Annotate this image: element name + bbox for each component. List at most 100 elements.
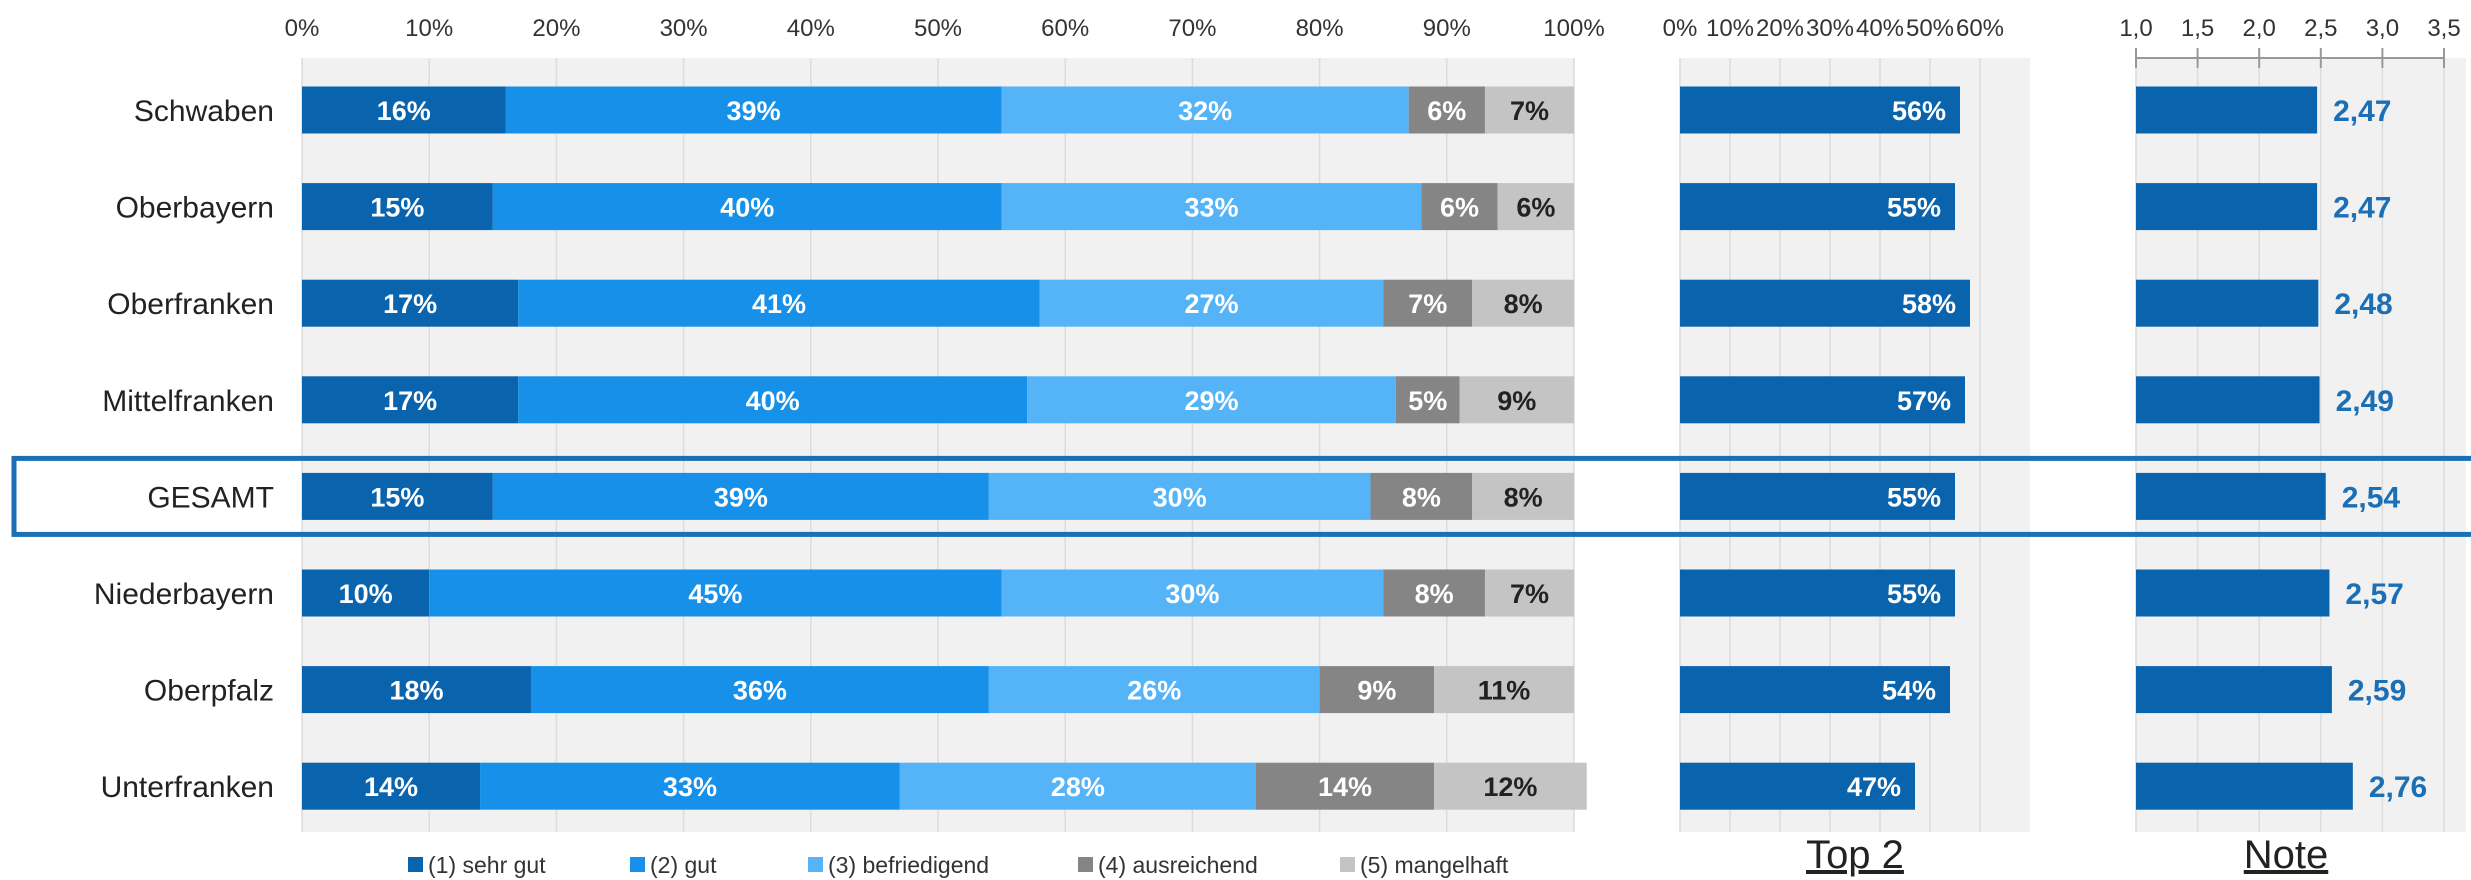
stacked-segment-label: 40% — [746, 386, 800, 416]
stacked-bar-panel: 0% 10% 20% 30% 40% 50% 60% 70% 80% 90% 100% 16% 39% 3… — [285, 15, 1605, 832]
top2-bar-label: 57% — [1897, 386, 1951, 416]
stacked-segment-label: 6% — [1516, 193, 1555, 223]
top2-x-tick-label: 40% — [1856, 15, 1904, 42]
stacked-segment-label: 18% — [389, 676, 443, 706]
row-category-label: Unterfranken — [101, 771, 274, 804]
note-bar — [2136, 473, 2326, 520]
note-x-tick-label: 1,5 — [2181, 15, 2214, 42]
stacked-segment-label: 5% — [1408, 386, 1447, 416]
stacked-segment-label: 28% — [1051, 772, 1105, 802]
stacked-segment-label: 33% — [663, 772, 717, 802]
stacked-segment-label: 15% — [370, 193, 424, 223]
note-bar-label: 2,48 — [2334, 288, 2392, 321]
stacked-segment-label: 9% — [1497, 386, 1536, 416]
stacked-segment-label: 7% — [1408, 289, 1447, 319]
stacked-x-tick-label: 0% — [285, 15, 320, 42]
stacked-segment-label: 36% — [733, 676, 787, 706]
top2-bar-label: 55% — [1887, 482, 1941, 512]
legend-swatch — [408, 857, 423, 872]
note-bar — [2136, 666, 2332, 713]
note-bar — [2136, 570, 2329, 617]
stacked-segment-label: 14% — [1318, 772, 1372, 802]
legend-swatch — [1078, 857, 1093, 872]
stacked-segment-label: 27% — [1184, 289, 1238, 319]
row-category-label: Schwaben — [134, 95, 274, 128]
row-category-label: Niederbayern — [94, 578, 274, 611]
top2-x-tick-label: 20% — [1756, 15, 1804, 42]
top2-plot-area — [1680, 58, 2030, 832]
top2-panel: 0% 10% 20% 30% 40% 50% 60%56%55%58%57%55%55%54… — [1663, 15, 2030, 832]
top2-x-tick-label: 60% — [1956, 15, 2004, 42]
stacked-segment-label: 17% — [383, 386, 437, 416]
stacked-segment-label: 7% — [1510, 579, 1549, 609]
top2-x-tick-label: 30% — [1806, 15, 1854, 42]
row-category-label: Mittelfranken — [102, 385, 274, 418]
row-category-label: Oberpfalz — [144, 675, 274, 708]
note-bar-label: 2,47 — [2333, 192, 2391, 225]
stacked-x-tick-label: 50% — [914, 15, 962, 42]
top2-bar-label: 47% — [1847, 772, 1901, 802]
top2-bar-label: 58% — [1902, 289, 1956, 319]
top2-bar-label: 55% — [1887, 579, 1941, 609]
stacked-segment-label: 8% — [1402, 482, 1441, 512]
stacked-segment-label: 8% — [1415, 579, 1454, 609]
stacked-segment-label: 30% — [1165, 579, 1219, 609]
note-plot-area — [2136, 58, 2466, 832]
top2-x-tick-label: 0% — [1663, 15, 1698, 42]
note-bar-label: 2,76 — [2369, 771, 2427, 804]
stacked-segment-label: 15% — [370, 482, 424, 512]
legend-label: (2) gut — [650, 852, 717, 878]
stacked-segment-label: 12% — [1483, 772, 1537, 802]
note-bar-label: 2,49 — [2336, 385, 2394, 418]
stacked-x-tick-label: 80% — [1296, 15, 1344, 42]
note-bar — [2136, 87, 2317, 134]
stacked-segment-label: 30% — [1153, 482, 1207, 512]
stacked-segment-label: 45% — [688, 579, 742, 609]
note-panel: 1,0 1,5 2,0 2,5 3,0 3,52,472,472,482,492,542,… — [2119, 15, 2466, 832]
legend-swatch — [1340, 857, 1355, 872]
legend-label: (1) sehr gut — [428, 852, 546, 878]
legend-swatch — [808, 857, 823, 872]
stacked-segment-label: 7% — [1510, 96, 1549, 126]
stacked-segment-label: 14% — [364, 772, 418, 802]
stacked-segment-label: 6% — [1427, 96, 1466, 126]
note-bar — [2136, 183, 2317, 230]
stacked-segment-label: 40% — [720, 193, 774, 223]
note-bar — [2136, 376, 2320, 423]
stacked-segment-label: 17% — [383, 289, 437, 319]
stacked-segment-label: 41% — [752, 289, 806, 319]
note-bar-label: 2,54 — [2342, 481, 2401, 514]
legend-label: (4) ausreichend — [1098, 852, 1258, 878]
row-category-label: Oberfranken — [107, 288, 274, 321]
note-x-tick-label: 3,5 — [2427, 15, 2460, 42]
stacked-segment-label: 10% — [339, 579, 393, 609]
stacked-x-tick-label: 70% — [1168, 15, 1216, 42]
stacked-segment-label: 8% — [1504, 289, 1543, 319]
legend-label: (5) mangelhaft — [1360, 852, 1509, 878]
row-category-label: Oberbayern — [116, 192, 274, 225]
stacked-x-tick-label: 20% — [532, 15, 580, 42]
stacked-segment-label: 26% — [1127, 676, 1181, 706]
note-x-tick-label: 2,0 — [2243, 15, 2276, 42]
stacked-segment-label: 16% — [377, 96, 431, 126]
stacked-segment-label: 6% — [1440, 193, 1479, 223]
stacked-x-tick-label: 90% — [1423, 15, 1471, 42]
top2-bar-label: 55% — [1887, 193, 1941, 223]
note-bar — [2136, 280, 2318, 327]
stacked-x-tick-label: 40% — [787, 15, 835, 42]
stacked-segment-label: 11% — [1478, 676, 1531, 706]
note-x-tick-label: 1,0 — [2119, 15, 2152, 42]
stacked-x-tick-label: 100% — [1543, 15, 1604, 42]
stacked-segment-label: 33% — [1184, 193, 1238, 223]
note-bar — [2136, 763, 2353, 810]
note-panel-title: Note — [2244, 833, 2329, 877]
stacked-x-tick-label: 10% — [405, 15, 453, 42]
stacked-segment-label: 9% — [1357, 676, 1396, 706]
legend-swatch — [630, 857, 645, 872]
stacked-segment-label: 29% — [1184, 386, 1238, 416]
note-bar-label: 2,57 — [2345, 578, 2403, 611]
top2-x-tick-label: 10% — [1706, 15, 1754, 42]
top2-bar-label: 54% — [1882, 676, 1936, 706]
top2-x-tick-label: 50% — [1906, 15, 1954, 42]
